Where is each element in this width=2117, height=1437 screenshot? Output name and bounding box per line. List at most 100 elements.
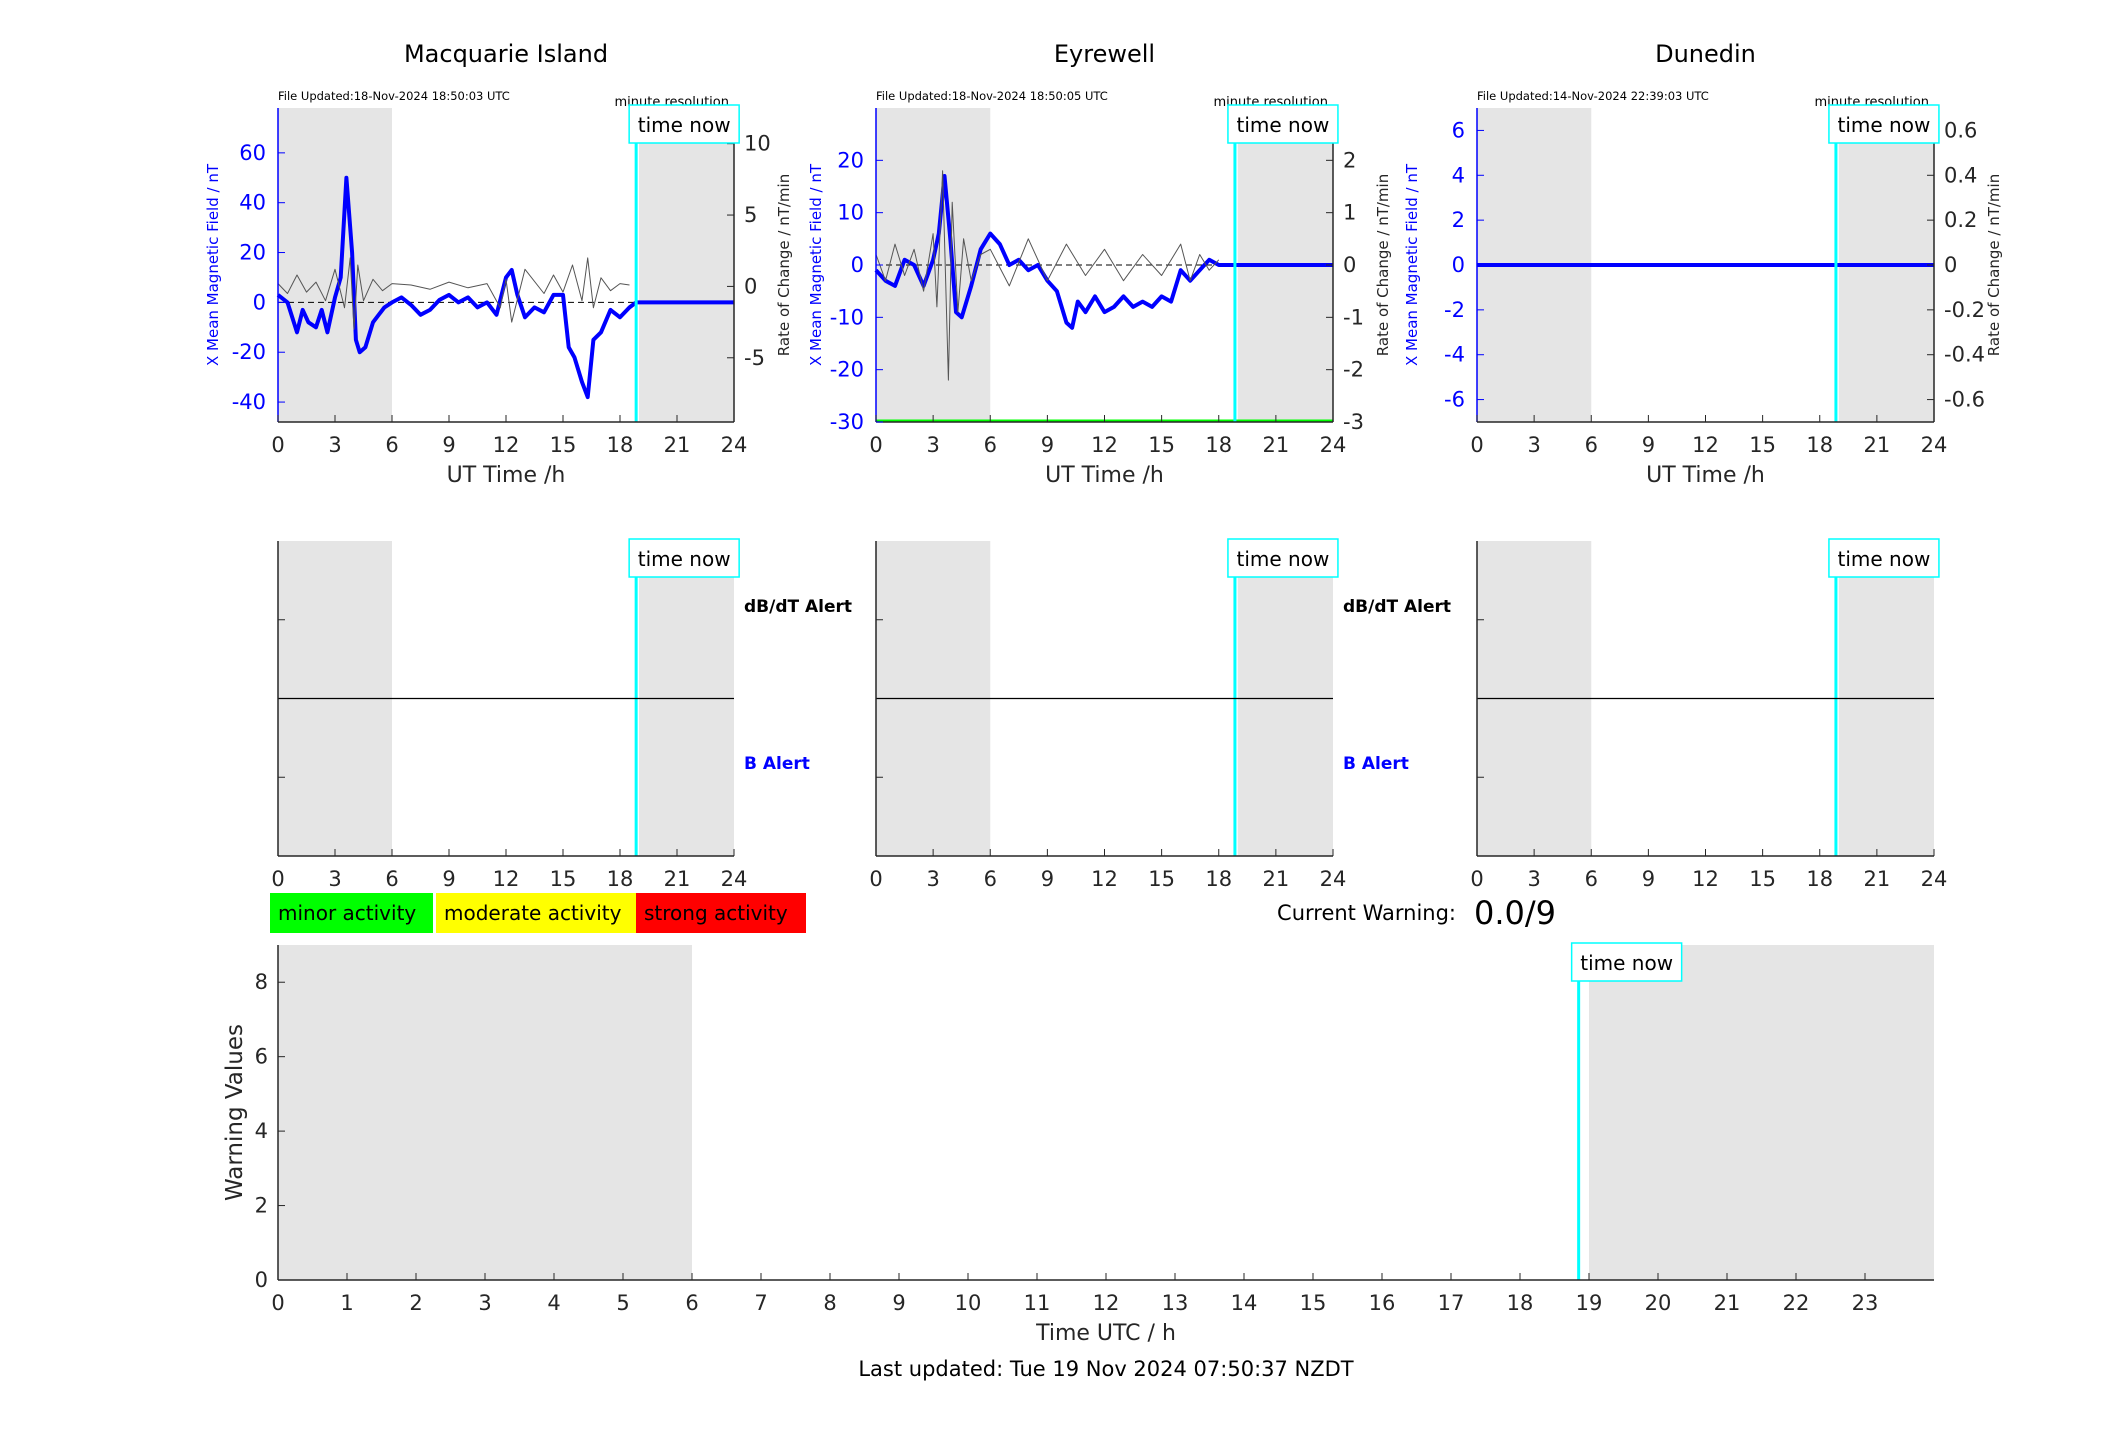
warning-panel-shade-1: [1589, 945, 1934, 1280]
alert-panel-2-x-tick-label: 15: [1148, 867, 1175, 891]
panel-3-y-right-tick-label: 0: [1944, 253, 1957, 277]
panel-1-y-left-tick-label: 20: [239, 241, 266, 265]
alert-panel-1-x-tick-label: 6: [385, 867, 398, 891]
panel-3-time-now-box: [1828, 104, 1940, 144]
panel-3-y-right-tick-label: -0.6: [1944, 388, 1985, 412]
warning-panel-x-tick-label: 2: [409, 1291, 422, 1315]
warning-panel-x-tick-label: 20: [1645, 1291, 1672, 1315]
panel-2-time-now-label: time now: [1237, 113, 1330, 137]
panel-3-time-now-label: time now: [1838, 113, 1931, 137]
warning-panel-x-tick-label: 23: [1852, 1291, 1879, 1315]
warning-panel-x-tick-label: 8: [823, 1291, 836, 1315]
warning-panel-x-tick-label: 17: [1438, 1291, 1465, 1315]
panel-3-y-right-tick-label: 0.4: [1944, 163, 1977, 187]
panel-2-title: Eyrewell: [1054, 40, 1155, 68]
panel-1-time-now-label: time now: [638, 113, 731, 137]
panel-3-x-tick-label: 3: [1527, 433, 1540, 457]
alert-panel-3-x-tick-label: 9: [1642, 867, 1655, 891]
alert-panel-2-x-tick-label: 3: [926, 867, 939, 891]
alert-panel-1-x-tick-label: 9: [442, 867, 455, 891]
panel-2-y-left-tick-label: 20: [837, 148, 864, 172]
alert-panel-1-time-now-box: [628, 538, 740, 578]
warning-panel-x-tick-label: 19: [1576, 1291, 1603, 1315]
panel-2-y-left-label: X Mean Magnetic Field / nT: [807, 163, 825, 366]
panel-1-y-right-tick-label: 10: [744, 132, 771, 156]
panel-2-y-left-tick-label: -30: [830, 410, 864, 434]
warning-panel-x-tick-label: 11: [1024, 1291, 1051, 1315]
current-warning-value: 0.0/9: [1474, 894, 1556, 932]
legend-strong-swatch: [636, 893, 806, 933]
alert-panel-3-time-now-label: time now: [1838, 547, 1931, 571]
panel-3-y-right-tick-label: 0.6: [1944, 118, 1977, 142]
legend-minor-swatch: [270, 893, 433, 933]
panel-2-y-left-tick-label: 0: [851, 253, 864, 277]
panel-1-y-left-tick-label: -40: [232, 390, 266, 414]
panel-2-x-series: [874, 174, 1333, 330]
alert-panel-3-x-tick-label: 12: [1692, 867, 1719, 891]
warning-panel-x-tick-label: 10: [955, 1291, 982, 1315]
panel-3-x-tick-label: 21: [1864, 433, 1891, 457]
panel-3-y-left-tick-label: -2: [1444, 298, 1465, 322]
panel-1-x-tick-label: 12: [493, 433, 520, 457]
panel-1-late-shade: [639, 108, 734, 422]
panel-3-y-left-tick-label: -6: [1444, 388, 1465, 412]
panel-3-title: Dunedin: [1655, 40, 1756, 68]
panel-1-x-label: UT Time /h: [447, 463, 566, 488]
alert-panel-2-time-now-box: [1227, 538, 1339, 578]
alert-panel-2-x-tick-label: 21: [1263, 867, 1290, 891]
alert-panel-2-x-tick-label: 6: [984, 867, 997, 891]
alert-panel-1-dbdt-alert-label: dB/dT Alert: [744, 597, 852, 617]
panel-1-x-tick-label: 21: [664, 433, 691, 457]
panel-3-x-tick-label: 24: [1921, 433, 1948, 457]
warning-panel-x-tick-label: 4: [547, 1291, 560, 1315]
warning-panel-x-tick-label: 12: [1093, 1291, 1120, 1315]
legend-moderate-label: moderate activity: [444, 901, 622, 925]
panel-3-x-tick-label: 9: [1642, 433, 1655, 457]
panel-2-x-label: UT Time /h: [1045, 463, 1164, 488]
legend-moderate-swatch: [436, 893, 636, 933]
warning-panel-y-tick-label: 2: [255, 1194, 268, 1218]
panel-3-x-tick-label: 15: [1749, 433, 1776, 457]
panel-2-x-tick-label: 9: [1041, 433, 1054, 457]
warning-panel-y-tick-label: 4: [255, 1119, 268, 1143]
panel-2-x-tick-label: 24: [1320, 433, 1347, 457]
alert-panel-2-x-tick-label: 0: [869, 867, 882, 891]
panel-3-y-right-tick-label: 0.2: [1944, 208, 1977, 232]
alert-panel-3-x-tick-label: 0: [1470, 867, 1483, 891]
panel-2-y-right-tick-label: 1: [1343, 201, 1356, 225]
footer-last-updated: Last updated: Tue 19 Nov 2024 07:50:37 N…: [858, 1357, 1353, 1381]
alert-panel-2-b-alert-label: B Alert: [1343, 754, 1409, 774]
panel-1-x-tick-label: 6: [385, 433, 398, 457]
panel-2-y-right-tick-label: -3: [1343, 410, 1364, 434]
panel-1-x-tick-label: 9: [442, 433, 455, 457]
alert-panel-1-time-now-label: time now: [638, 547, 731, 571]
warning-panel-x-tick-label: 5: [616, 1291, 629, 1315]
alert-panel-3-x-tick-label: 3: [1527, 867, 1540, 891]
panel-2-y-right-label: Rate of Change / nT/min: [1374, 174, 1392, 356]
panel-2-file-updated: File Updated:18-Nov-2024 18:50:05 UTC: [876, 89, 1108, 103]
panel-1-y-left-tick-label: 60: [239, 141, 266, 165]
warning-panel-x-tick-label: 22: [1783, 1291, 1810, 1315]
panel-1-y-left-tick-label: -20: [232, 340, 266, 364]
warning-panel-y-tick-label: 0: [255, 1268, 268, 1292]
legend-strong-label: strong activity: [644, 901, 788, 925]
panel-3-y-left-label: X Mean Magnetic Field / nT: [1403, 163, 1421, 366]
warning-panel-x-tick-label: 13: [1162, 1291, 1189, 1315]
current-warning-label: Current Warning:: [1277, 901, 1456, 925]
panel-1-file-updated: File Updated:18-Nov-2024 18:50:03 UTC: [278, 89, 510, 103]
warning-panel-y-label: Warning Values: [222, 1024, 248, 1201]
alert-panel-1-x-tick-label: 3: [328, 867, 341, 891]
panel-1-y-left-tick-label: 0: [253, 290, 266, 314]
panel-3-y-left-tick-label: 4: [1452, 163, 1465, 187]
panel-2-x-tick-label: 6: [984, 433, 997, 457]
alert-panel-2-x-tick-label: 24: [1320, 867, 1347, 891]
panel-1-x-tick-label: 18: [607, 433, 634, 457]
panel-3-y-left-tick-label: -4: [1444, 343, 1465, 367]
alert-panel-3-x-tick-label: 21: [1864, 867, 1891, 891]
warning-panel-y-tick-label: 8: [255, 970, 268, 994]
panel-1-y-right-label: Rate of Change / nT/min: [775, 174, 793, 356]
panel-3-y-left-tick-label: 2: [1452, 208, 1465, 232]
alert-panel-3-time-now-box: [1828, 538, 1940, 578]
alert-panel-1-b-alert-label: B Alert: [744, 754, 810, 774]
